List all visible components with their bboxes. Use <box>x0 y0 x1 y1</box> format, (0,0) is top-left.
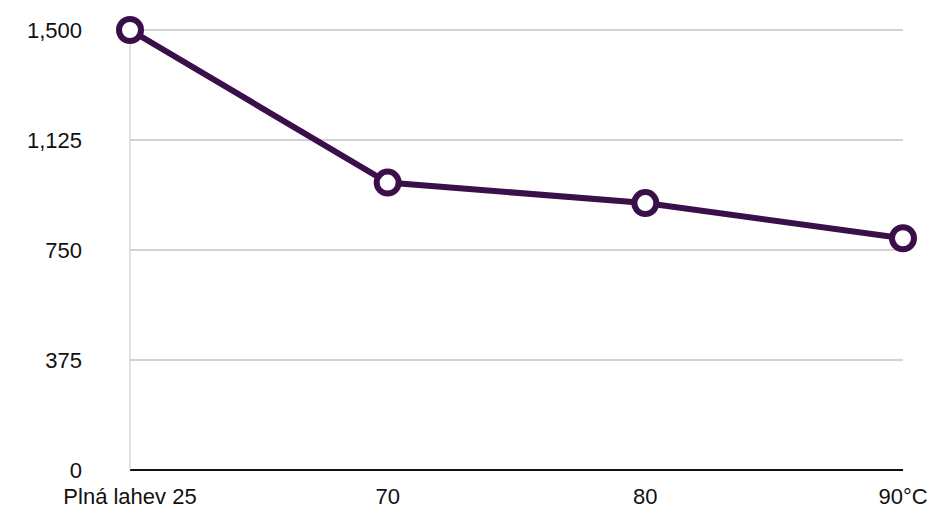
svg-text:1,500: 1,500 <box>27 18 82 43</box>
svg-text:1,125: 1,125 <box>27 128 82 153</box>
svg-text:80: 80 <box>633 484 657 509</box>
svg-text:750: 750 <box>45 238 82 263</box>
svg-text:90°C: 90°C <box>878 484 927 509</box>
svg-text:70: 70 <box>375 484 399 509</box>
svg-text:375: 375 <box>45 348 82 373</box>
svg-text:Plná lahev 25: Plná lahev 25 <box>63 484 196 509</box>
svg-text:0: 0 <box>70 458 82 483</box>
